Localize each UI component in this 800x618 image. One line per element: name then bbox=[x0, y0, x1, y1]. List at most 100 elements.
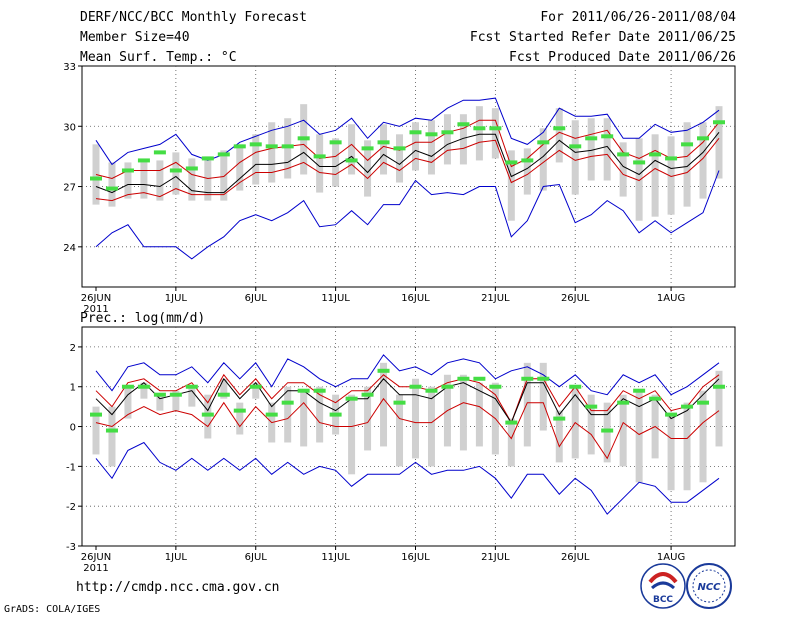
prec-obs-marker bbox=[649, 396, 662, 401]
prec-obs-marker bbox=[425, 388, 438, 393]
prec-ensemble-bar bbox=[348, 394, 356, 475]
temp-ensemble-bar bbox=[651, 134, 659, 217]
prec-ensemble-bar bbox=[539, 362, 547, 431]
temp-ytick-label: 33 bbox=[63, 62, 76, 73]
temp-ensemble-bar bbox=[364, 140, 372, 197]
temp-ensemble-bar bbox=[603, 118, 611, 181]
prec-obs-marker bbox=[313, 388, 326, 393]
temp-ensemble-bar bbox=[236, 144, 244, 191]
prec-xtick-label: 16JUL bbox=[401, 552, 430, 563]
temp-ensemble-bar bbox=[411, 122, 419, 171]
prec-obs-marker bbox=[90, 412, 102, 417]
prec-xtick-label: 6JUL bbox=[245, 552, 268, 563]
temp-ytick-label: 27 bbox=[63, 183, 76, 194]
temp-xtick-label: 26JUL bbox=[561, 293, 590, 304]
temp-obs-marker bbox=[425, 132, 438, 137]
prec-ensemble-bar bbox=[236, 402, 244, 435]
prec-obs-marker bbox=[681, 404, 694, 409]
prec-ensemble-bar bbox=[300, 390, 308, 447]
temp-ensemble-bar bbox=[396, 134, 404, 183]
temp-obs-marker bbox=[217, 152, 230, 157]
temp-ensemble-bar bbox=[459, 114, 467, 165]
temp-xtick-year: 2011 bbox=[83, 304, 108, 315]
prec-xtick-label: 1JUL bbox=[165, 552, 188, 563]
temp-xtick-label: 16JUL bbox=[401, 293, 430, 304]
prec-obs-marker bbox=[569, 384, 582, 389]
prec-line-min bbox=[95, 441, 720, 515]
prec-ensemble-bar bbox=[92, 406, 100, 455]
prec-obs-marker bbox=[617, 400, 630, 405]
prec-ensemble-bar bbox=[172, 390, 180, 411]
temp-obs-marker bbox=[553, 126, 566, 131]
temp-ensemble-bar bbox=[523, 148, 531, 195]
temp-ensemble-bar bbox=[92, 144, 100, 205]
temp-obs-marker bbox=[521, 158, 534, 163]
prec-ensemble-bar bbox=[587, 394, 595, 455]
source-url[interactable]: http://cmdp.ncc.cma.gov.cn bbox=[76, 580, 280, 595]
temp-ensemble-bar bbox=[156, 160, 164, 201]
prec-line-mean bbox=[95, 377, 720, 424]
prec-ytick-label: 0 bbox=[70, 423, 76, 434]
temp-obs-marker bbox=[713, 120, 725, 125]
header-right: For 2011/06/26-2011/08/04 Fcst Started Re… bbox=[470, 8, 736, 68]
temp-obs-marker bbox=[377, 140, 390, 145]
temp-obs-marker bbox=[393, 146, 406, 151]
temp-ensemble-bar bbox=[491, 108, 499, 159]
temp-ensemble-bar bbox=[683, 122, 691, 207]
fcst-started-date: Fcst Started Refer Date 2011/06/25 bbox=[469, 30, 736, 45]
prec-ensemble-bar bbox=[284, 386, 292, 443]
temp-obs-marker bbox=[169, 168, 182, 173]
temp-line-mean bbox=[95, 131, 720, 194]
prec-ensemble-bar bbox=[252, 382, 260, 399]
prec-ensemble-bar bbox=[667, 414, 675, 491]
temp-ensemble-bar bbox=[587, 118, 595, 181]
prec-obs-marker bbox=[553, 416, 566, 421]
temp-obs-marker bbox=[505, 160, 518, 165]
temp-obs-marker bbox=[665, 156, 678, 161]
temp-ensemble-bar bbox=[316, 134, 324, 193]
prec-ensemble-bar bbox=[715, 370, 723, 447]
prec-obs-marker bbox=[713, 384, 725, 389]
prec-xtick-label: 21JUL bbox=[481, 552, 510, 563]
temp-ensemble-bar bbox=[715, 106, 723, 179]
prec-ensemble-bar bbox=[364, 386, 372, 451]
temp-ensemble-bar bbox=[539, 128, 547, 191]
prec-ensemble-bar bbox=[411, 378, 419, 459]
temp-ensemble-bar bbox=[507, 150, 515, 221]
prec-ytick-label: 2 bbox=[70, 343, 76, 354]
temp-obs-marker bbox=[137, 158, 150, 163]
temp-ensemble-bar bbox=[380, 124, 388, 175]
temp-ytick-label: 30 bbox=[63, 122, 76, 133]
temp-obs-marker bbox=[90, 176, 102, 181]
temp-ensemble-bar bbox=[124, 162, 132, 199]
prec-ensemble-bar bbox=[380, 362, 388, 447]
temp-obs-marker bbox=[601, 134, 614, 139]
prec-ytick-label: 1 bbox=[70, 383, 76, 394]
temp-ensemble-bar bbox=[220, 150, 228, 201]
temp-xtick-label: 1JUL bbox=[165, 293, 188, 304]
chart-title: DERF/NCC/BCC Monthly Forecast bbox=[80, 10, 307, 25]
temp-ensemble-bar bbox=[172, 152, 180, 195]
temp-obs-marker bbox=[473, 126, 486, 131]
prec-ensemble-bar bbox=[140, 382, 148, 399]
temp-line-upper bbox=[95, 119, 720, 180]
prec-obs-marker bbox=[217, 392, 230, 397]
temp-obs-marker bbox=[233, 144, 246, 149]
prec-plot-frame bbox=[81, 326, 736, 547]
prec-xtick-label: 1AUG bbox=[657, 552, 685, 563]
temp-ensemble-bar bbox=[427, 120, 435, 175]
temp-obs-marker bbox=[329, 140, 342, 145]
temp-obs-marker bbox=[361, 146, 374, 151]
prec-obs-marker bbox=[537, 376, 550, 381]
prec-ensemble-bar bbox=[619, 394, 627, 467]
variable-label: Mean Surf. Temp.: °C bbox=[80, 50, 237, 65]
prec-obs-marker bbox=[473, 376, 486, 381]
prec-obs-marker bbox=[281, 400, 294, 405]
prec-ensemble-bar bbox=[475, 382, 483, 447]
prec-obs-marker bbox=[233, 408, 246, 413]
forecast-range: For 2011/06/26-2011/08/04 bbox=[540, 10, 736, 25]
temp-xtick-label: 21JUL bbox=[481, 293, 510, 304]
prec-xtick-label: 26JUN bbox=[81, 552, 111, 563]
prec-ensemble-bar bbox=[396, 394, 404, 467]
temp-obs-marker bbox=[633, 160, 646, 165]
